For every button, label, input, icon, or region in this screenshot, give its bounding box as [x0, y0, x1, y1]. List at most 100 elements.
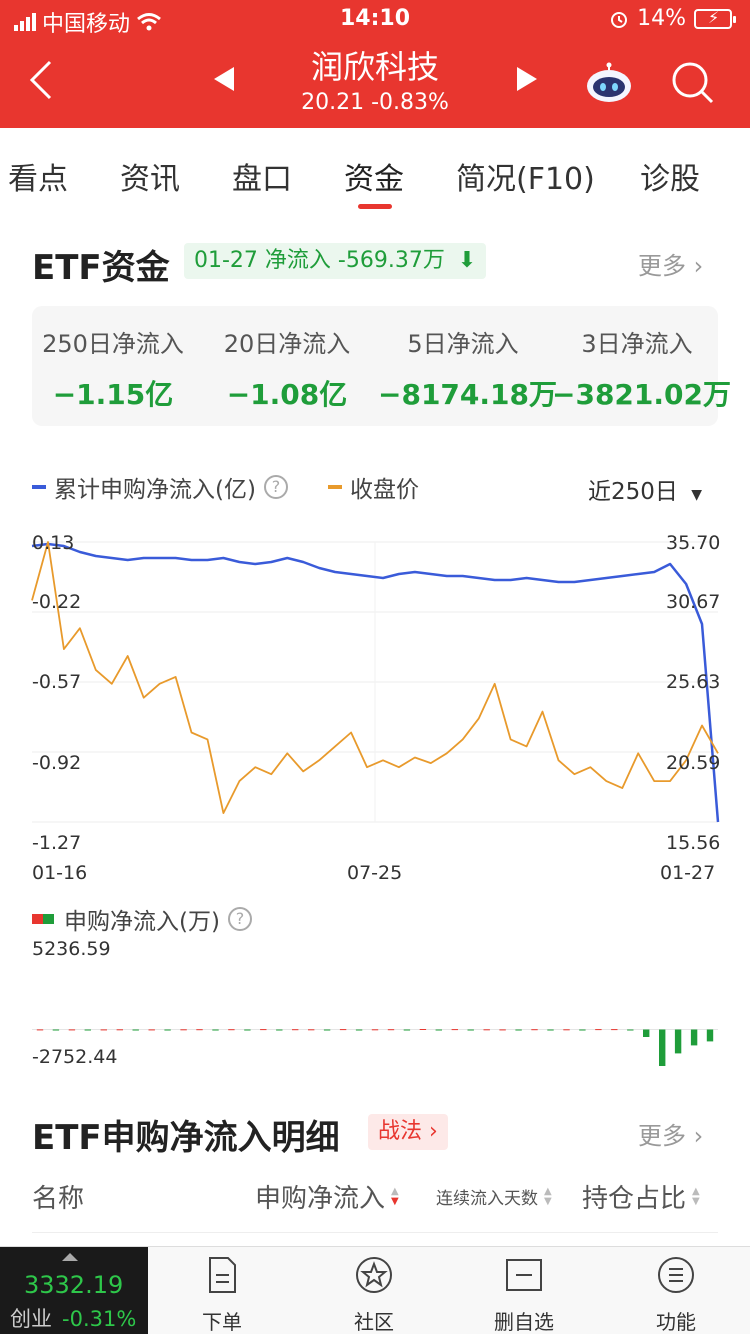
prev-stock-button[interactable] [212, 66, 236, 99]
summary-20d: 20日净流入 −1.08亿 [202, 324, 372, 413]
flow-legend-label: 申购净流入(万) [64, 909, 220, 935]
etf-more-link[interactable]: 更多 › [638, 246, 703, 281]
y-right-tick: 15.56 [666, 832, 721, 854]
stock-change: -0.83% [371, 90, 449, 115]
summary-value: −1.08亿 [226, 378, 348, 411]
flow-bar [212, 1029, 219, 1031]
tab-pankou[interactable]: 盘口 [232, 162, 292, 197]
search-button[interactable] [670, 60, 716, 106]
alarm-icon [611, 11, 628, 28]
flow-bar [451, 1029, 458, 1031]
next-stock-button[interactable] [515, 66, 539, 99]
battery-percent: 14% [637, 6, 686, 31]
wifi-icon [137, 13, 161, 31]
summary-label: 5日净流入 [407, 330, 519, 358]
active-tab-indicator [358, 204, 392, 209]
summary-label: 3日净流入 [581, 330, 693, 358]
y-left-tick: -0.92 [32, 752, 82, 774]
summary-value: −8174.18万 [378, 378, 557, 411]
x-tick: 01-16 [32, 862, 88, 884]
legend-flow-swatch [32, 485, 46, 489]
summary-value: −1.15亿 [52, 378, 174, 411]
strategy-tag[interactable]: 战法 › [368, 1114, 448, 1150]
flow-bar [547, 1029, 554, 1031]
robot-icon [587, 62, 631, 102]
flow-bar [276, 1029, 283, 1031]
legend-price-swatch [327, 485, 342, 489]
order-button[interactable]: 下单 [172, 1255, 272, 1334]
y-right-tick: 25.63 [666, 671, 721, 693]
help-icon[interactable]: ? [263, 475, 288, 499]
detail-more-link[interactable]: 更多 › [638, 1116, 703, 1151]
flow-bar [467, 1029, 474, 1031]
col-net-inflow[interactable]: 申购净流入 ▲ ▼ [255, 1178, 399, 1215]
range-selector[interactable]: 近250日 ▼ [588, 472, 702, 506]
index-name: 创业 [10, 1307, 52, 1331]
flow-bar [116, 1029, 123, 1031]
tab-diagnose[interactable]: 诊股 [640, 162, 700, 197]
expand-up-icon [62, 1253, 78, 1261]
detail-more-label: 更多 [638, 1122, 686, 1150]
tab-news[interactable]: 资讯 [120, 162, 180, 197]
etf-today-badge: 01-27 净流入 -569.37万 ⬇ [184, 243, 487, 279]
tab-bar: 看点 资讯 盘口 资金 简况(F10) 诊股 [0, 128, 750, 218]
help-icon[interactable]: ? [227, 907, 252, 931]
flow-legend-swatch [32, 914, 54, 924]
flow-bar [403, 1029, 411, 1031]
flow-bar [36, 1029, 44, 1031]
divider [32, 1232, 718, 1233]
star-circle-icon [356, 1257, 392, 1293]
col-consecutive-days[interactable]: 连续流入天数 ▲ ▼ [436, 1184, 552, 1209]
sort-icon: ▲ ▼ [692, 1185, 700, 1207]
chevron-right-icon: › [693, 1122, 704, 1150]
x-tick: 07-25 [347, 862, 403, 884]
back-button[interactable] [28, 58, 54, 110]
triangle-left-icon [214, 67, 234, 91]
x-tick: 01-27 [660, 862, 716, 884]
flow-max-label: 5236.59 [32, 938, 111, 960]
flow-bar [68, 1029, 76, 1031]
flow-bar [308, 1029, 315, 1031]
flow-bar [260, 1029, 267, 1031]
functions-button[interactable]: 功能 [626, 1255, 726, 1334]
flow-min-label: -2752.44 [32, 1046, 118, 1068]
flow-bar [499, 1029, 506, 1031]
order-label: 下单 [202, 1310, 242, 1334]
col-holding-ratio[interactable]: 持仓占比 ▲ ▼ [582, 1178, 700, 1215]
caret-down-icon: ▼ [691, 487, 702, 503]
index-name-row: 创业 -0.31% [10, 1303, 136, 1333]
col-holding-ratio-label: 持仓占比 [582, 1184, 687, 1214]
etf-today-text: 01-27 净流入 -569.37万 [194, 248, 445, 273]
index-ticker[interactable]: 3332.19 创业 -0.31% [0, 1247, 148, 1334]
remove-watchlist-label: 删自选 [494, 1310, 554, 1334]
flow-bar [611, 1029, 618, 1031]
community-button[interactable]: 社区 [324, 1255, 424, 1334]
flow-bar [483, 1029, 490, 1031]
index-change: -0.31% [62, 1307, 137, 1331]
flow-bar [595, 1029, 602, 1031]
detail-section-title: ETF申购净流入明细 [32, 1118, 340, 1158]
clock: 14:10 [339, 6, 411, 31]
flow-bar [706, 1029, 714, 1042]
stock-quote: 20.21 -0.83% [250, 90, 500, 115]
flow-bar [371, 1029, 379, 1031]
col-consecutive-days-label: 连续流入天数 [436, 1189, 538, 1209]
summary-label: 20日净流入 [223, 330, 351, 358]
functions-label: 功能 [656, 1310, 696, 1334]
flow-bar-chart [32, 1028, 718, 1066]
strategy-tag-label: 战法 [378, 1119, 423, 1144]
y-right-tick: 30.67 [666, 591, 721, 613]
y-left-tick: -1.27 [32, 832, 82, 854]
tab-funds[interactable]: 资金 [344, 162, 404, 197]
flow-bar [627, 1029, 634, 1031]
chevron-left-icon [29, 60, 52, 100]
flow-bar [292, 1029, 299, 1031]
chevron-right-icon: › [693, 252, 704, 280]
flow-bar [52, 1029, 60, 1031]
tab-kandian[interactable]: 看点 [8, 162, 68, 197]
tab-f10[interactable]: 简况(F10) [456, 162, 595, 197]
assistant-button[interactable] [584, 62, 634, 104]
flow-bar [228, 1029, 235, 1031]
status-bar: 中国移动 14:10 14% ⚡ [0, 0, 750, 40]
remove-watchlist-button[interactable]: 删自选 [474, 1255, 574, 1334]
